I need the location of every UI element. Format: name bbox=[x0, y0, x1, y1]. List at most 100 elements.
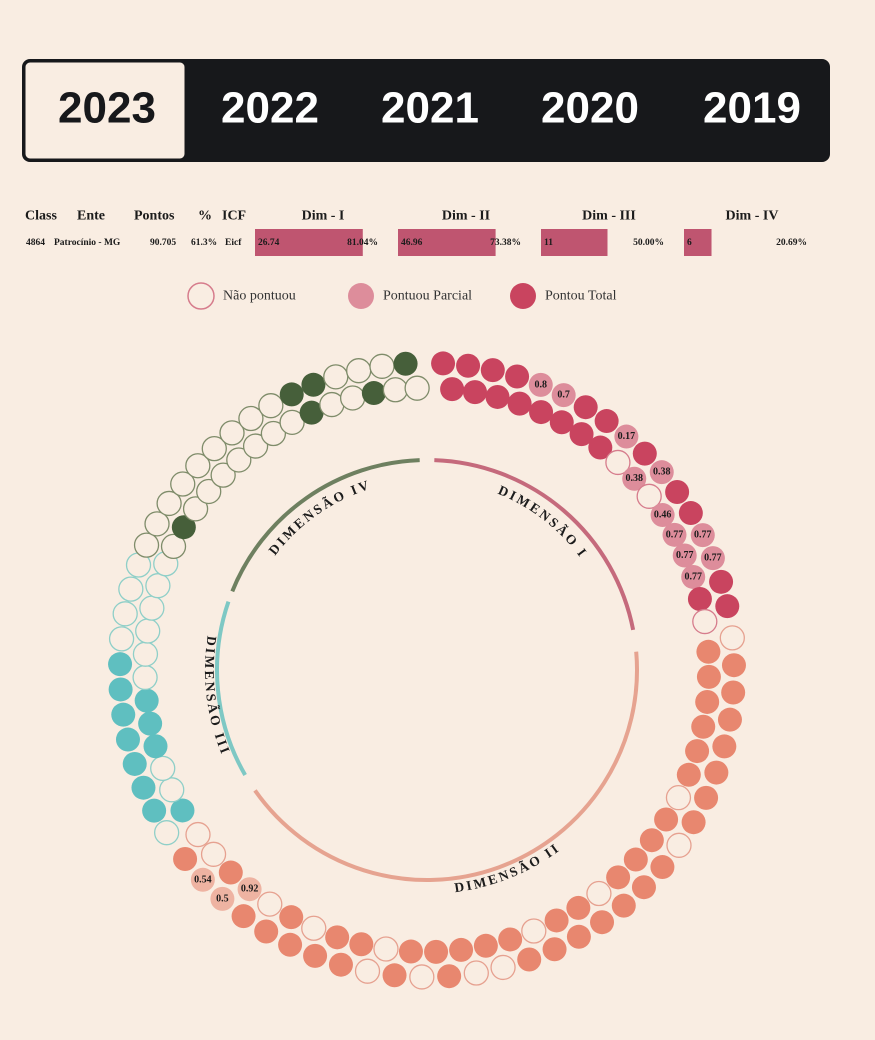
dot-total bbox=[542, 937, 567, 962]
dim-bar bbox=[541, 229, 608, 256]
dot-total bbox=[480, 358, 505, 383]
dot-total bbox=[678, 501, 703, 526]
dot-none bbox=[156, 490, 182, 517]
dot-total bbox=[134, 688, 159, 713]
dot-none bbox=[219, 420, 245, 446]
dot-none bbox=[404, 375, 430, 401]
dot-total bbox=[594, 409, 619, 434]
dot-none bbox=[132, 664, 158, 691]
year-tab[interactable]: 2023 bbox=[58, 84, 156, 133]
dot-none bbox=[200, 841, 227, 867]
dot-total bbox=[431, 351, 456, 376]
dot-partial bbox=[210, 886, 235, 911]
dot-total bbox=[709, 569, 734, 594]
table-cell: 90.705 bbox=[150, 238, 176, 248]
dim-percent: 73.38% bbox=[490, 238, 521, 248]
dot-label: 0.38 bbox=[653, 467, 671, 478]
year-tab[interactable]: 2022 bbox=[221, 84, 319, 133]
dot-partial bbox=[190, 867, 215, 892]
dot-total bbox=[218, 860, 243, 885]
dot-none bbox=[354, 958, 381, 984]
dot-none bbox=[260, 420, 287, 447]
dimension-arc bbox=[215, 600, 247, 776]
table-header: ICF bbox=[222, 209, 246, 224]
dot-total bbox=[142, 798, 167, 823]
table-cell: 4864 bbox=[26, 238, 45, 248]
dot-partial bbox=[681, 564, 706, 589]
dot-total bbox=[590, 910, 615, 935]
dot-none bbox=[153, 820, 180, 846]
dot-total bbox=[717, 707, 742, 732]
dot-total bbox=[382, 963, 407, 988]
dot-partial bbox=[700, 546, 725, 571]
dot-total bbox=[623, 847, 648, 872]
dot-total bbox=[632, 441, 657, 466]
dot-none bbox=[521, 918, 547, 944]
dot-none bbox=[145, 573, 171, 599]
dot-none bbox=[636, 483, 662, 509]
dot-label: 0.7 bbox=[557, 390, 570, 401]
dot-none bbox=[160, 533, 187, 560]
legend-label: Não pontuou bbox=[223, 289, 296, 304]
dot-total bbox=[696, 639, 721, 664]
dim-bar bbox=[255, 229, 363, 256]
dot-none bbox=[339, 385, 366, 411]
dot-total bbox=[349, 932, 374, 957]
dot-partial bbox=[672, 543, 697, 568]
dot-total bbox=[566, 895, 591, 920]
dot-total bbox=[115, 727, 140, 752]
dot-none bbox=[182, 496, 209, 522]
dot-total bbox=[694, 785, 719, 810]
dot-total bbox=[529, 400, 554, 425]
dot-partial bbox=[614, 424, 639, 449]
dot-total bbox=[569, 422, 594, 447]
dot-total bbox=[278, 932, 303, 957]
table-header: Class bbox=[25, 209, 57, 224]
dot-none bbox=[159, 777, 185, 803]
dot-total bbox=[588, 435, 613, 460]
dot-label: 0.77 bbox=[676, 550, 694, 561]
dot-none bbox=[201, 435, 227, 462]
dot-total bbox=[721, 680, 746, 705]
dot-total bbox=[681, 810, 706, 835]
dot-none bbox=[373, 936, 399, 962]
dot-total bbox=[254, 919, 279, 944]
dot-total bbox=[328, 952, 353, 977]
dot-total bbox=[676, 762, 701, 787]
legend-swatch bbox=[187, 282, 215, 310]
dot-total bbox=[507, 391, 532, 416]
dot-label: 0.92 bbox=[241, 884, 259, 895]
dot-total bbox=[279, 905, 304, 930]
dot-total bbox=[549, 410, 574, 435]
dot-total bbox=[631, 875, 656, 900]
dot-total bbox=[301, 372, 326, 397]
dot-total bbox=[485, 384, 510, 409]
dim-percent: 81.04% bbox=[347, 238, 378, 248]
dot-label: 0.77 bbox=[694, 530, 712, 541]
year-tab[interactable]: 2020 bbox=[541, 84, 639, 133]
dot-label: 0.46 bbox=[654, 510, 672, 521]
dim-percent: 20.69% bbox=[776, 238, 807, 248]
dot-total bbox=[566, 924, 591, 949]
dot-total bbox=[498, 927, 523, 952]
table-header: Dim - III bbox=[582, 209, 636, 224]
table-header: Dim - II bbox=[442, 209, 490, 224]
dot-partial bbox=[662, 522, 687, 547]
dot-none bbox=[112, 601, 138, 627]
dot-total bbox=[606, 865, 631, 890]
dot-none bbox=[719, 625, 745, 651]
dot-label: 0.8 bbox=[535, 379, 548, 390]
dot-total bbox=[173, 847, 198, 872]
table-header: Dim - I bbox=[302, 209, 345, 224]
year-tab[interactable]: 2019 bbox=[703, 84, 801, 133]
dot-none bbox=[257, 891, 283, 917]
year-tab[interactable]: 2021 bbox=[381, 84, 479, 133]
table-cell: 61.3% bbox=[191, 238, 217, 248]
dot-none bbox=[586, 880, 612, 907]
dot-none bbox=[226, 447, 252, 473]
dot-none bbox=[118, 576, 144, 602]
dim-score: 6 bbox=[687, 238, 692, 248]
dimension-arc bbox=[230, 458, 420, 593]
dot-total bbox=[665, 479, 690, 504]
